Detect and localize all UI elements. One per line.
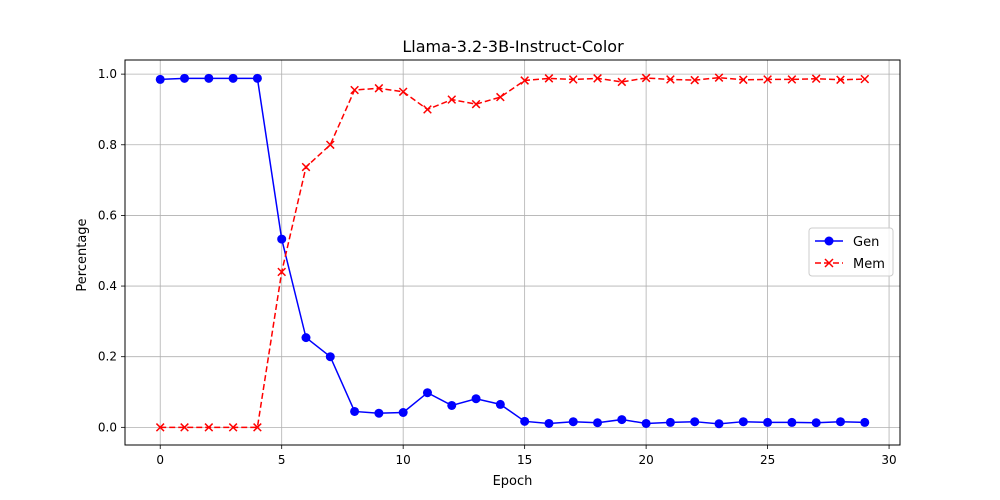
axis-ticks: 0 5 10 15 20 25 30 0.0 0.2 0.4 0.6 0.8 1.0 bbox=[98, 67, 897, 467]
x-axis-label: Epoch bbox=[493, 474, 533, 489]
point-mem bbox=[520, 76, 529, 85]
point-gen bbox=[544, 418, 554, 428]
chart-title: Llama-3.2-3B-Instruct-Color bbox=[402, 37, 624, 56]
point-gen bbox=[422, 388, 432, 398]
point-gen bbox=[252, 73, 262, 83]
point-mem bbox=[593, 74, 602, 83]
point-gen bbox=[277, 234, 287, 244]
point-gen bbox=[568, 417, 578, 427]
legend: Gen Mem bbox=[808, 227, 894, 277]
point-mem bbox=[714, 73, 724, 82]
series-line-mem bbox=[160, 76, 865, 429]
y-tick-label: 0.6 bbox=[98, 208, 117, 222]
point-mem bbox=[690, 75, 700, 85]
point-gen bbox=[593, 418, 603, 428]
point-mem bbox=[641, 73, 651, 83]
point-mem bbox=[763, 75, 772, 84]
y-tick-label: 0.0 bbox=[98, 420, 117, 434]
plot-frame bbox=[124, 59, 901, 446]
point-mem bbox=[471, 99, 481, 109]
legend-label-mem: Mem bbox=[853, 257, 885, 272]
point-mem bbox=[447, 95, 457, 104]
point-gen bbox=[155, 74, 165, 84]
point-gen bbox=[835, 417, 845, 427]
x-tick-label: 10 bbox=[396, 453, 411, 467]
point-mem bbox=[544, 74, 554, 83]
point-mem bbox=[811, 74, 821, 84]
point-mem bbox=[860, 74, 870, 84]
point-mem bbox=[398, 87, 408, 97]
point-mem bbox=[568, 75, 578, 84]
point-gen bbox=[860, 417, 870, 427]
point-gen bbox=[811, 418, 821, 428]
y-tick-label: 1.0 bbox=[98, 67, 117, 81]
point-mem bbox=[738, 75, 748, 85]
point-gen bbox=[520, 416, 530, 426]
x-tick-label: 30 bbox=[881, 453, 896, 467]
legend-marker-mem bbox=[824, 258, 834, 268]
point-mem bbox=[325, 140, 335, 150]
point-gen bbox=[495, 399, 505, 409]
point-gen bbox=[738, 417, 748, 427]
point-gen bbox=[617, 415, 627, 425]
point-mem bbox=[301, 162, 311, 172]
point-gen bbox=[763, 417, 773, 427]
point-gen bbox=[301, 333, 311, 343]
point-gen bbox=[447, 400, 457, 410]
y-tick-label: 0.4 bbox=[98, 279, 117, 293]
point-mem bbox=[350, 85, 359, 95]
legend-label-gen: Gen bbox=[853, 235, 879, 250]
point-gen bbox=[714, 419, 724, 429]
series-layer bbox=[155, 73, 870, 432]
point-mem bbox=[277, 267, 287, 277]
point-gen bbox=[350, 406, 360, 416]
x-tick-label: 15 bbox=[517, 453, 532, 467]
point-mem bbox=[496, 92, 505, 102]
point-gen bbox=[471, 394, 481, 404]
point-mem bbox=[204, 423, 214, 432]
point-mem bbox=[423, 105, 432, 114]
point-mem bbox=[253, 423, 262, 432]
point-mem bbox=[374, 83, 384, 93]
point-gen bbox=[180, 73, 190, 83]
point-gen bbox=[665, 417, 675, 427]
y-axis-label: Percentage bbox=[75, 218, 90, 291]
point-gen bbox=[690, 417, 700, 427]
y-tick-label: 0.2 bbox=[98, 350, 117, 364]
point-gen bbox=[398, 408, 408, 418]
x-tick-label: 5 bbox=[278, 453, 286, 467]
x-tick-label: 20 bbox=[638, 453, 653, 467]
grid bbox=[125, 60, 900, 445]
point-gen bbox=[787, 417, 797, 427]
point-mem bbox=[180, 423, 189, 432]
point-mem bbox=[787, 75, 797, 84]
series-mem bbox=[155, 73, 870, 432]
point-gen bbox=[325, 352, 335, 362]
point-mem bbox=[617, 77, 627, 87]
legend-marker-gen bbox=[824, 236, 834, 246]
point-gen bbox=[204, 73, 214, 83]
point-mem bbox=[666, 75, 675, 84]
point-gen bbox=[374, 408, 384, 418]
series-gen bbox=[155, 73, 870, 429]
point-gen bbox=[641, 418, 651, 428]
x-tick-label: 0 bbox=[156, 453, 164, 467]
point-mem bbox=[155, 423, 165, 432]
point-mem bbox=[836, 75, 845, 85]
y-tick-label: 0.8 bbox=[98, 138, 117, 152]
point-mem bbox=[228, 423, 238, 432]
point-gen bbox=[228, 73, 238, 83]
x-tick-label: 25 bbox=[760, 453, 775, 467]
